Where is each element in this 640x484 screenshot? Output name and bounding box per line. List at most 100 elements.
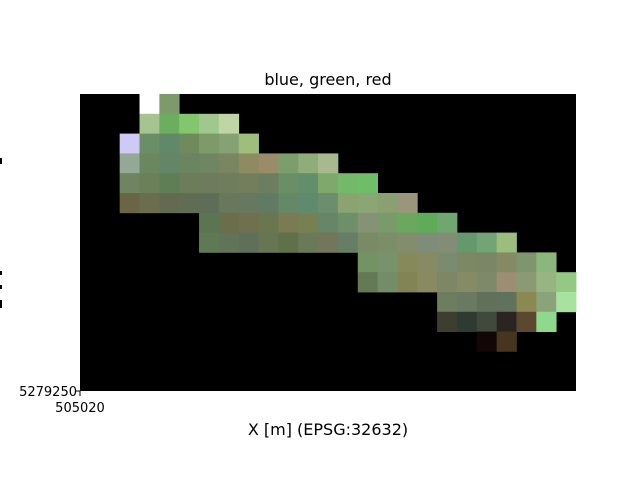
raster-cell (199, 173, 220, 194)
chart-title: blue, green, red (264, 70, 391, 89)
raster-cell (318, 193, 339, 214)
raster-cell (456, 252, 478, 273)
raster-cell (516, 292, 537, 313)
raster-cell (357, 212, 378, 233)
raster-cell (456, 232, 478, 253)
raster-cell (139, 94, 160, 115)
raster-cells (119, 94, 577, 352)
raster-cell (318, 153, 339, 174)
raster-cell (238, 232, 259, 253)
raster-cell (417, 212, 438, 233)
raster-cell (298, 193, 319, 214)
raster-cell (139, 113, 160, 134)
raster-cell (159, 113, 180, 134)
raster-cell (397, 272, 418, 293)
x-axis-label: X [m] (EPSG:32632) (248, 420, 408, 439)
raster-cell (357, 193, 378, 214)
raster-cell (298, 232, 319, 253)
raster-cell (456, 292, 478, 313)
raster-cell (516, 252, 537, 273)
raster-cell (496, 232, 517, 253)
raster-cell (139, 173, 160, 194)
raster-cell (119, 133, 140, 154)
raster-cell (417, 252, 438, 273)
raster-cell (298, 173, 319, 194)
raster-cell (357, 232, 378, 253)
raster-cell (536, 272, 557, 293)
raster-cell (417, 232, 438, 253)
raster-cell (179, 193, 200, 214)
raster-cell (119, 153, 140, 174)
raster-cell (218, 193, 240, 214)
raster-cell (258, 193, 279, 214)
raster-cell (377, 232, 398, 253)
raster-cell (199, 212, 220, 233)
raster-cell (199, 193, 220, 214)
raster-cell (437, 252, 458, 273)
raster-cell (476, 311, 498, 332)
raster-cell (496, 331, 517, 352)
raster-cell (139, 153, 160, 174)
raster-cell (278, 193, 299, 214)
raster-cell (159, 193, 180, 214)
y-tick-label: 5279250 (19, 385, 77, 400)
raster-cell (298, 153, 319, 174)
raster-cell (258, 232, 279, 253)
raster-cell (417, 272, 438, 293)
raster-cell (238, 212, 259, 233)
raster-cell (496, 292, 517, 313)
raster-cell (496, 311, 517, 332)
raster-cell (179, 153, 200, 174)
raster-cell (476, 252, 498, 273)
raster-cell (278, 153, 299, 174)
raster-cell (536, 292, 557, 313)
raster-cell (179, 173, 200, 194)
raster-cell (218, 232, 240, 253)
raster-cell (377, 252, 398, 273)
raster-cell (199, 232, 220, 253)
raster-cell (159, 133, 180, 154)
raster-cell (397, 193, 418, 214)
raster-cell (437, 272, 458, 293)
raster-cell (258, 153, 279, 174)
raster-cell (139, 133, 160, 154)
raster-cell (298, 212, 319, 233)
y-axis-label-fragment (0, 285, 2, 289)
raster-cell (199, 113, 220, 134)
raster-cell (218, 113, 240, 134)
raster-cell (516, 272, 537, 293)
raster-cell (278, 173, 299, 194)
raster-cell (318, 232, 339, 253)
y-axis-label-fragment (0, 158, 2, 164)
raster-cell (159, 173, 180, 194)
raster-cell (496, 252, 517, 273)
raster-cell (337, 232, 359, 253)
raster-cell (238, 133, 259, 154)
raster-cell (456, 272, 478, 293)
raster-cell (516, 311, 537, 332)
raster-cell (238, 193, 259, 214)
raster-cell (397, 212, 418, 233)
raster-cell (337, 212, 359, 233)
raster-cell (476, 331, 498, 352)
y-axis-label-fragment (0, 300, 2, 308)
raster-cell (238, 173, 259, 194)
raster-cell (476, 232, 498, 253)
raster-cell (119, 173, 140, 194)
raster-cell (456, 311, 478, 332)
raster-cell (199, 153, 220, 174)
raster-cell (397, 252, 418, 273)
raster-cell (556, 292, 577, 313)
raster-cell (536, 311, 557, 332)
raster-cell (218, 133, 240, 154)
raster-cell (119, 193, 140, 214)
raster-cell (218, 212, 240, 233)
raster-cell (318, 212, 339, 233)
raster-cell (278, 232, 299, 253)
raster-cell (318, 173, 339, 194)
raster-cell (258, 173, 279, 194)
raster-cell (218, 173, 240, 194)
raster-cell (337, 173, 359, 194)
raster-cell (377, 193, 398, 214)
